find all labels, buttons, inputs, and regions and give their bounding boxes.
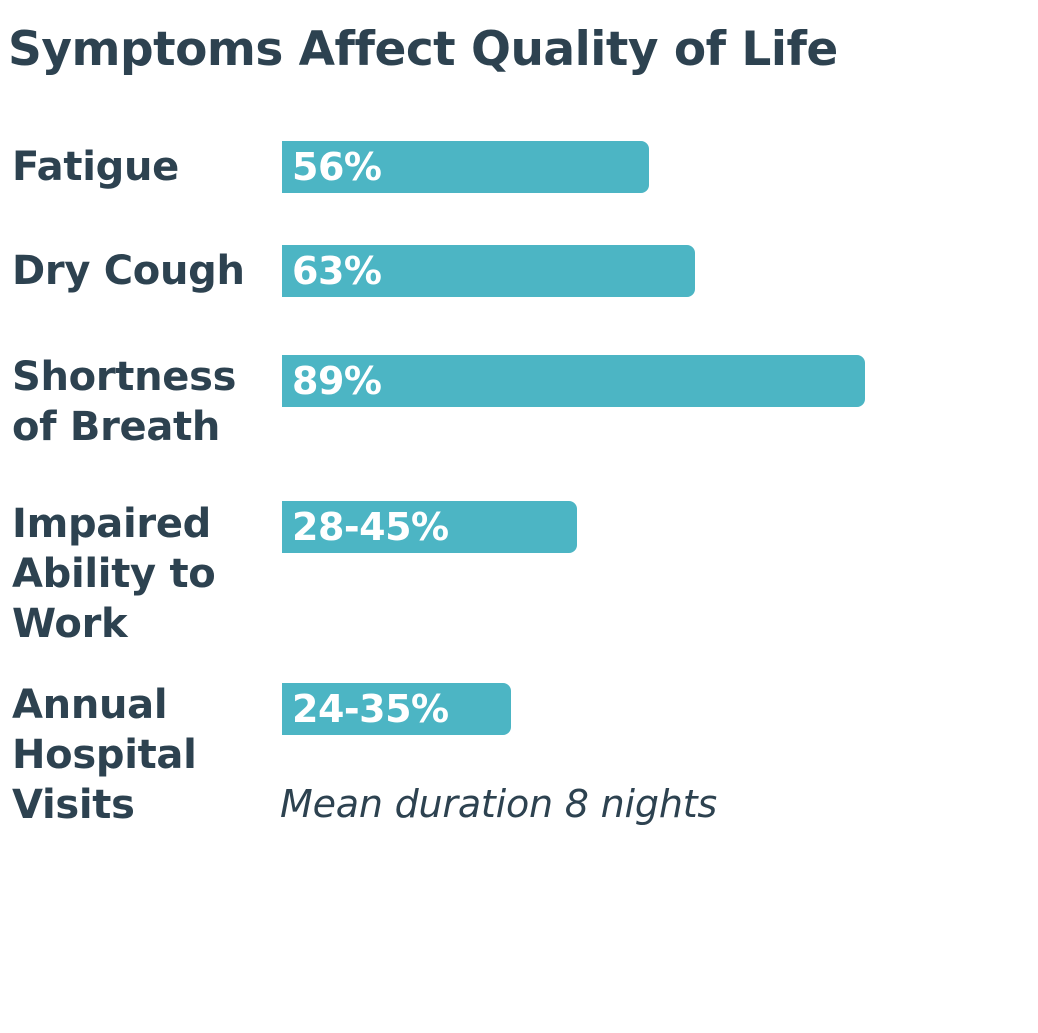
category-label-shortness-of-breath: Shortness of Breath: [12, 354, 237, 450]
category-label-annual-hospital-visits: Annual Hospital Visits: [12, 682, 197, 828]
category-label-fatigue: Fatigue: [12, 144, 179, 190]
bar-annual-hospital-visits: [282, 683, 511, 735]
bar-dry-cough: [282, 245, 695, 297]
bar-value-label-shortness-of-breath: 89%: [292, 359, 382, 403]
bar-shortness-of-breath: [282, 355, 865, 407]
annotation-mean-duration: Mean duration 8 nights: [280, 782, 717, 826]
bar-fatigue: [282, 141, 649, 193]
bar-value-label-fatigue: 56%: [292, 145, 382, 189]
bar-value-label-impaired-ability-to-work: 28-45%: [292, 505, 449, 549]
bar-impaired-ability-to-work: [282, 501, 577, 553]
category-label-impaired-ability-to-work: Impaired Ability to Work: [12, 501, 216, 647]
category-label-dry-cough: Dry Cough: [12, 248, 245, 294]
chart-title: Symptoms Affect Quality of Life: [8, 22, 838, 77]
bar-value-label-annual-hospital-visits: 24-35%: [292, 687, 449, 731]
bar-value-label-dry-cough: 63%: [292, 249, 382, 293]
